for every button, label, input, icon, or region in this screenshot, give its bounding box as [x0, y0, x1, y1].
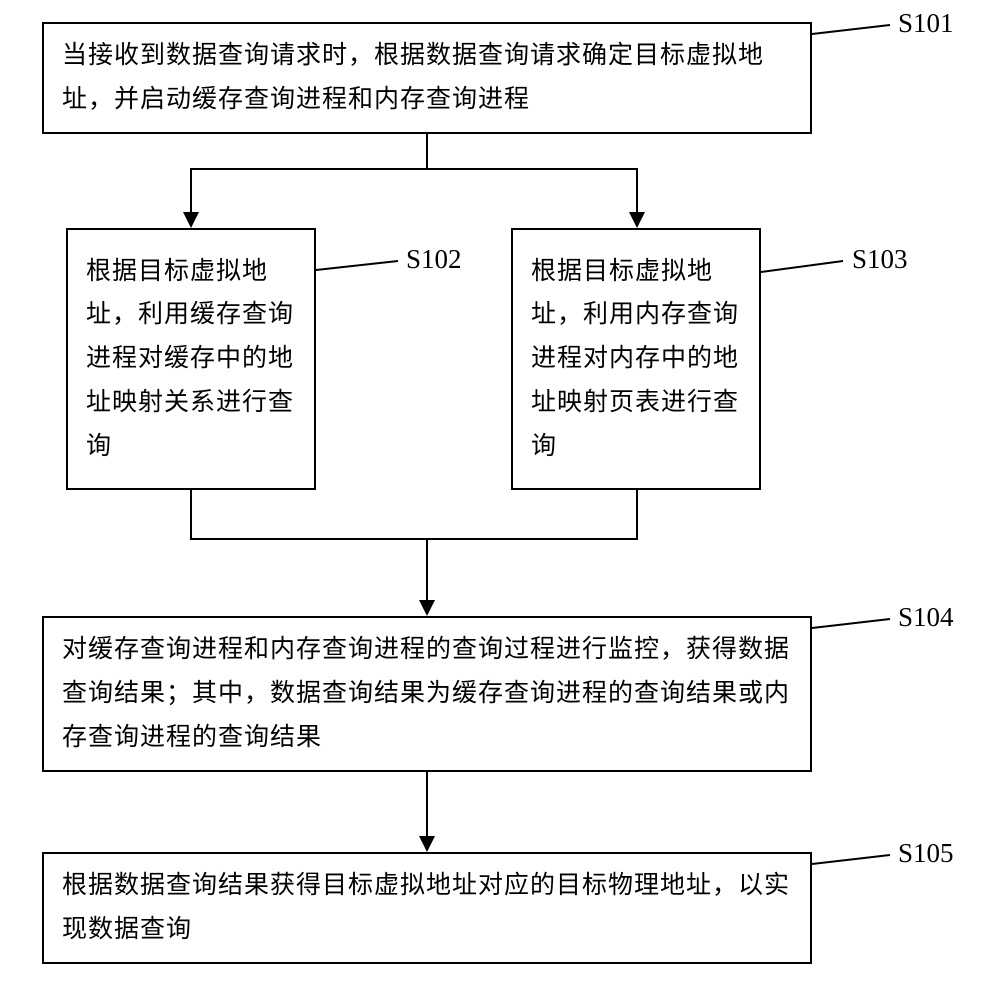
edge-s102-down — [190, 490, 192, 538]
edge-to-s103 — [636, 168, 638, 212]
node-s103-text: 根据目标虚拟地址，利用内存查询进程对内存中的地址映射页表进行查询 — [531, 250, 741, 469]
node-s105-text: 根据数据查询结果获得目标虚拟地址对应的目标物理地址，以实现数据查询 — [62, 864, 792, 952]
node-s104-text: 对缓存查询进程和内存查询进程的查询过程进行监控，获得数据查询结果；其中，数据查询… — [62, 628, 792, 759]
edge-split-horiz — [190, 168, 638, 170]
node-s101: 当接收到数据查询请求时，根据数据查询请求确定目标虚拟地址，并启动缓存查询进程和内… — [42, 22, 812, 134]
leader-s102 — [316, 258, 400, 276]
edge-s101-down — [426, 134, 428, 168]
label-s105: S105 — [898, 838, 954, 869]
node-s102-text: 根据目标虚拟地址，利用缓存查询进程对缓存中的地址映射关系进行查询 — [86, 250, 296, 469]
edge-s104-s105 — [426, 772, 428, 836]
leader-s103 — [761, 258, 845, 276]
edge-merge-down — [426, 538, 428, 600]
arrow-s103 — [629, 212, 645, 228]
edge-to-s102 — [190, 168, 192, 212]
arrow-s104 — [419, 600, 435, 616]
node-s104: 对缓存查询进程和内存查询进程的查询过程进行监控，获得数据查询结果；其中，数据查询… — [42, 616, 812, 772]
label-s104: S104 — [898, 602, 954, 633]
label-s102: S102 — [406, 244, 462, 275]
node-s101-text: 当接收到数据查询请求时，根据数据查询请求确定目标虚拟地址，并启动缓存查询进程和内… — [62, 34, 792, 122]
node-s102: 根据目标虚拟地址，利用缓存查询进程对缓存中的地址映射关系进行查询 — [66, 228, 316, 490]
edge-s103-down — [636, 490, 638, 538]
leader-s105 — [812, 852, 892, 870]
node-s103: 根据目标虚拟地址，利用内存查询进程对内存中的地址映射页表进行查询 — [511, 228, 761, 490]
flowchart-canvas: 当接收到数据查询请求时，根据数据查询请求确定目标虚拟地址，并启动缓存查询进程和内… — [0, 0, 1000, 986]
arrow-s102 — [183, 212, 199, 228]
arrow-s105 — [419, 836, 435, 852]
label-s103: S103 — [852, 244, 908, 275]
leader-s101 — [812, 22, 892, 40]
node-s105: 根据数据查询结果获得目标虚拟地址对应的目标物理地址，以实现数据查询 — [42, 852, 812, 964]
edge-merge-horiz — [190, 538, 638, 540]
label-s101: S101 — [898, 8, 954, 39]
leader-s104 — [812, 616, 892, 634]
